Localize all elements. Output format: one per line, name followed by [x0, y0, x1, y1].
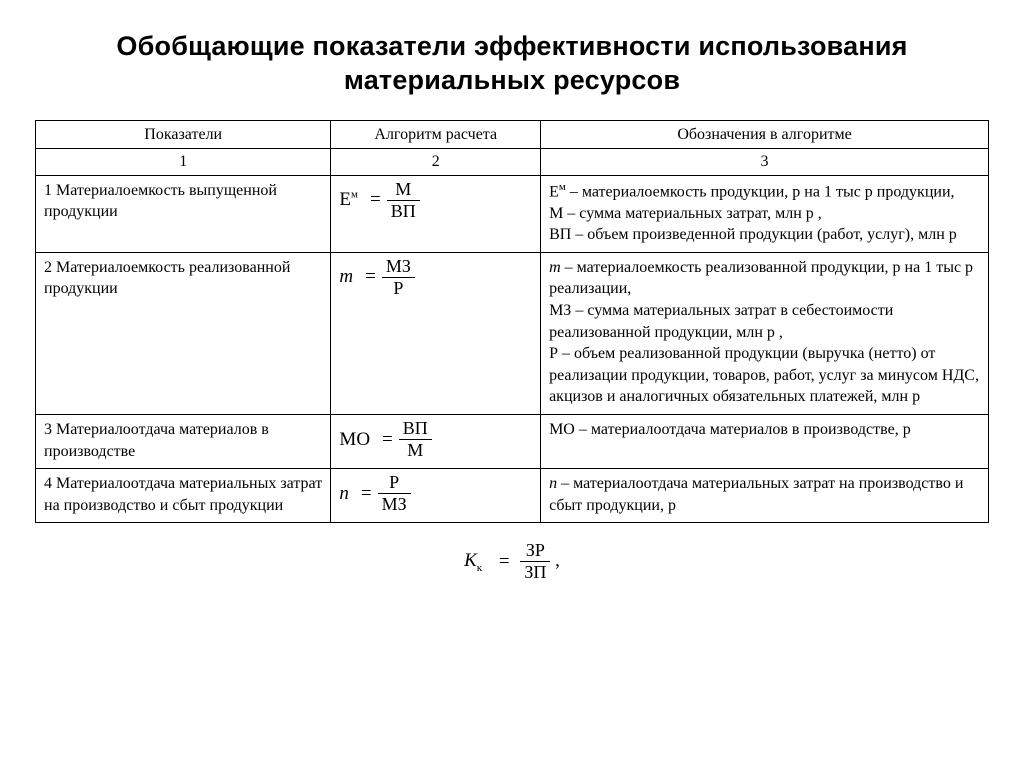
table-row: 4 Материалоотдача материальных затрат на…: [36, 469, 989, 523]
bottom-formula-num: ЗР: [520, 541, 550, 562]
notation-cell: Ем – материалоемкость продукции, р на 1 …: [541, 175, 989, 252]
formula-num: ВП: [399, 419, 432, 440]
formula-cell: m=МЗР: [331, 252, 541, 414]
formula-frac: ВПМ: [399, 419, 432, 460]
formula-cell: МО=ВПМ: [331, 414, 541, 468]
formula-frac: МЗР: [382, 257, 415, 298]
notation-cell: n – материалоотдача материальных затрат …: [541, 469, 989, 523]
table-row: 2 Материалоемкость реализованной продукц…: [36, 252, 989, 414]
formula-num: МЗ: [382, 257, 415, 278]
col-num-2: 2: [331, 149, 541, 176]
col-num-1: 1: [36, 149, 331, 176]
bottom-formula-frac: ЗР ЗП: [520, 541, 550, 582]
table-row: 3 Материалоотдача материалов в производс…: [36, 414, 989, 468]
bottom-formula-den: ЗП: [520, 562, 550, 582]
formula-lhs: МО: [339, 427, 370, 453]
equals-sign: =: [361, 481, 372, 507]
col-header-algorithm: Алгоритм расчета: [331, 120, 541, 149]
table-row: 1 Материалоемкость выпущенной продукции Е…: [36, 175, 989, 252]
formula-den: Р: [382, 278, 415, 298]
notation-cell: МО – материалоотдача материалов в произв…: [541, 414, 989, 468]
col-header-notation: Обозначения в алгоритме: [541, 120, 989, 149]
col-num-3: 3: [541, 149, 989, 176]
table-header-row: Показатели Алгоритм расчета Обозначения …: [36, 120, 989, 149]
formula-num: М: [387, 180, 420, 201]
col-header-indicator: Показатели: [36, 120, 331, 149]
indicator-cell: 2 Материалоемкость реализованной продукц…: [36, 252, 331, 414]
indicator-cell: 1 Материалоемкость выпущенной продукции: [36, 175, 331, 252]
formula-cell: n=РМЗ: [331, 469, 541, 523]
formula-lhs: m: [339, 264, 353, 290]
equals-sign: =: [370, 187, 381, 213]
formula-lhs: Ем: [339, 187, 358, 213]
notation-cell: m – материалоемкость реализованной проду…: [541, 252, 989, 414]
equals-sign: =: [499, 551, 510, 573]
equals-sign: =: [382, 427, 393, 453]
indicators-table: Показатели Алгоритм расчета Обозначения …: [35, 120, 989, 524]
formula-frac: МВП: [387, 180, 420, 221]
indicator-cell: 3 Материалоотдача материалов в производс…: [36, 414, 331, 468]
table-body: 1 Материалоемкость выпущенной продукции Е…: [36, 175, 989, 523]
formula-frac: РМЗ: [378, 473, 411, 514]
equals-sign: =: [365, 264, 376, 290]
bottom-formula-lhs: Кк: [464, 550, 482, 574]
indicator-cell: 4 Материалоотдача материальных затрат на…: [36, 469, 331, 523]
table-number-row: 1 2 3: [36, 149, 989, 176]
formula-cell: Ем=МВП: [331, 175, 541, 252]
page: Обобщающие показатели эффективности испо…: [0, 0, 1024, 582]
bottom-formula: Кк = ЗР ЗП ,: [35, 541, 989, 582]
formula-lhs: n: [339, 481, 349, 507]
page-title: Обобщающие показатели эффективности испо…: [35, 30, 989, 98]
formula-num: Р: [378, 473, 411, 494]
formula-den: М: [399, 440, 432, 460]
formula-den: МЗ: [378, 494, 411, 514]
bottom-formula-trailing: ,: [555, 550, 560, 571]
formula-den: ВП: [387, 201, 420, 221]
